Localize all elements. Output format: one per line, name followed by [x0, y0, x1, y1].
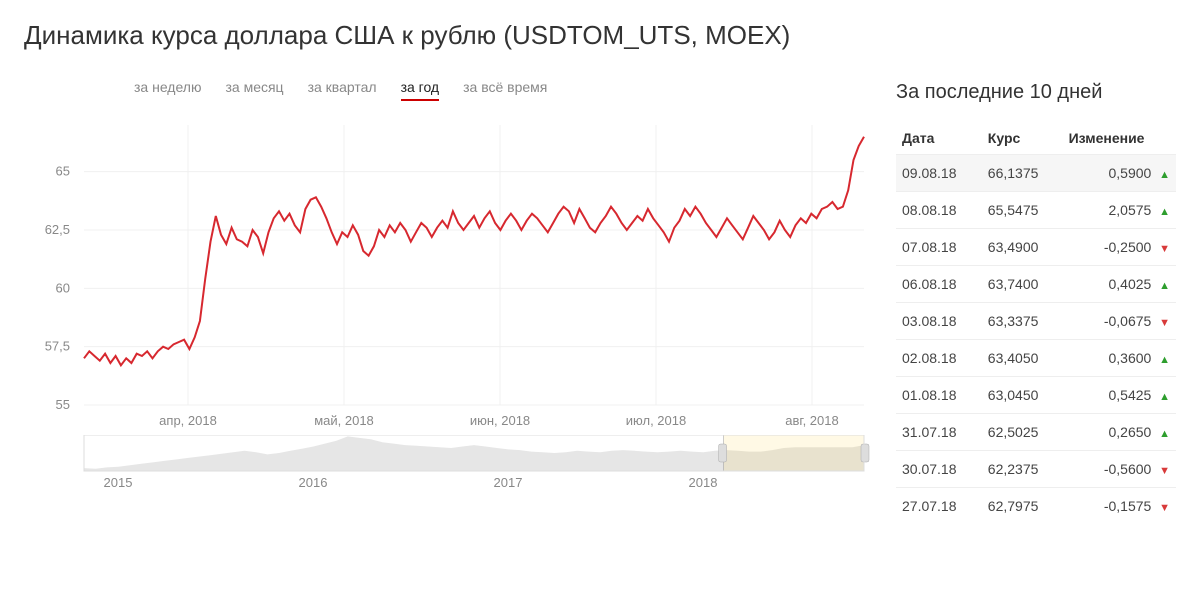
- recent-row[interactable]: 09.08.1866,13750,5900 ▲: [896, 155, 1176, 192]
- arrow-up-icon: ▲: [1159, 391, 1170, 403]
- recent-date: 01.08.18: [896, 377, 982, 414]
- range-tab[interactable]: за год: [401, 79, 440, 101]
- svg-text:57,5: 57,5: [45, 339, 70, 354]
- recent-date: 07.08.18: [896, 229, 982, 266]
- recent-change: -0,5600 ▼: [1063, 451, 1176, 488]
- recent-change: 0,5425 ▲: [1063, 377, 1176, 414]
- recent-col-header: Дата: [896, 122, 982, 155]
- recent-col-header: Курс: [982, 122, 1063, 155]
- brush-selection[interactable]: [724, 435, 864, 471]
- svg-text:60: 60: [56, 280, 70, 295]
- range-tab[interactable]: за всё время: [463, 79, 547, 101]
- recent-rate: 63,3375: [982, 303, 1063, 340]
- recent-rate: 65,5475: [982, 192, 1063, 229]
- svg-text:2016: 2016: [299, 475, 328, 489]
- recent-date: 02.08.18: [896, 340, 982, 377]
- recent-rate: 62,5025: [982, 414, 1063, 451]
- recent-row[interactable]: 27.07.1862,7975-0,1575 ▼: [896, 488, 1176, 525]
- recent-row[interactable]: 01.08.1863,04500,5425 ▲: [896, 377, 1176, 414]
- arrow-up-icon: ▲: [1159, 280, 1170, 292]
- recent-rate: 62,2375: [982, 451, 1063, 488]
- arrow-up-icon: ▲: [1159, 354, 1170, 366]
- recent-rate: 66,1375: [982, 155, 1063, 192]
- recent-change: 0,3600 ▲: [1063, 340, 1176, 377]
- arrow-down-icon: ▼: [1159, 317, 1170, 329]
- recent-change: -0,1575 ▼: [1063, 488, 1176, 525]
- brush-handle-right[interactable]: [861, 444, 869, 462]
- recent-date: 31.07.18: [896, 414, 982, 451]
- recent-col-header: Изменение: [1063, 122, 1176, 155]
- svg-text:июн, 2018: июн, 2018: [470, 413, 530, 428]
- recent-date: 08.08.18: [896, 192, 982, 229]
- recent-date: 03.08.18: [896, 303, 982, 340]
- recent-date: 30.07.18: [896, 451, 982, 488]
- arrow-down-icon: ▼: [1159, 243, 1170, 255]
- svg-text:62,5: 62,5: [45, 222, 70, 237]
- chart-panel: за неделю за месяц за квартал за год за всё …: [24, 79, 874, 524]
- svg-text:апр, 2018: апр, 2018: [159, 413, 217, 428]
- recent-rate: 63,7400: [982, 266, 1063, 303]
- svg-text:2017: 2017: [494, 475, 523, 489]
- brush-handle-left[interactable]: [719, 444, 727, 462]
- arrow-down-icon: ▼: [1159, 502, 1170, 514]
- recent-row[interactable]: 02.08.1863,40500,3600 ▲: [896, 340, 1176, 377]
- svg-text:2018: 2018: [689, 475, 718, 489]
- recent-change: 2,0575 ▲: [1063, 192, 1176, 229]
- recent-rate: 63,0450: [982, 377, 1063, 414]
- recent-date: 09.08.18: [896, 155, 982, 192]
- svg-text:2015: 2015: [104, 475, 133, 489]
- recent-change: 0,4025 ▲: [1063, 266, 1176, 303]
- recent-row[interactable]: 08.08.1865,54752,0575 ▲: [896, 192, 1176, 229]
- arrow-down-icon: ▼: [1159, 465, 1170, 477]
- recent-row[interactable]: 03.08.1863,3375-0,0675 ▼: [896, 303, 1176, 340]
- svg-text:55: 55: [56, 397, 70, 412]
- recent-table: ДатаКурсИзменение 09.08.1866,13750,5900 …: [896, 122, 1176, 524]
- arrow-up-icon: ▲: [1159, 206, 1170, 218]
- recent-change: -0,2500 ▼: [1063, 229, 1176, 266]
- recent-panel: За последние 10 дней ДатаКурсИзменение 0…: [896, 79, 1176, 524]
- recent-date: 27.07.18: [896, 488, 982, 525]
- svg-text:авг, 2018: авг, 2018: [785, 413, 838, 428]
- arrow-up-icon: ▲: [1159, 428, 1170, 440]
- recent-row[interactable]: 06.08.1863,74000,4025 ▲: [896, 266, 1176, 303]
- page-title: Динамика курса доллара США к рублю (USDT…: [24, 20, 1176, 51]
- recent-date: 06.08.18: [896, 266, 982, 303]
- svg-text:июл, 2018: июл, 2018: [626, 413, 686, 428]
- brush-chart[interactable]: 2015 2016 2017 2018: [24, 435, 874, 489]
- recent-row[interactable]: 31.07.1862,50250,2650 ▲: [896, 414, 1176, 451]
- range-tab[interactable]: за месяц: [225, 79, 283, 101]
- range-tab[interactable]: за квартал: [308, 79, 377, 101]
- svg-text:май, 2018: май, 2018: [314, 413, 374, 428]
- recent-row[interactable]: 30.07.1862,2375-0,5600 ▼: [896, 451, 1176, 488]
- range-tabs: за неделю за месяц за квартал за год за всё …: [134, 79, 874, 101]
- arrow-up-icon: ▲: [1159, 169, 1170, 181]
- recent-rate: 63,4900: [982, 229, 1063, 266]
- main-chart: 55 57,5 60 62,5 65 апр, 2018 май, 2018 июн, 201…: [24, 115, 874, 435]
- price-line: [84, 137, 864, 366]
- recent-row[interactable]: 07.08.1863,4900-0,2500 ▼: [896, 229, 1176, 266]
- recent-change: -0,0675 ▼: [1063, 303, 1176, 340]
- recent-rate: 63,4050: [982, 340, 1063, 377]
- range-tab[interactable]: за неделю: [134, 79, 201, 101]
- svg-text:65: 65: [56, 164, 70, 179]
- recent-change: 0,2650 ▲: [1063, 414, 1176, 451]
- recent-change: 0,5900 ▲: [1063, 155, 1176, 192]
- recent-title: За последние 10 дней: [896, 81, 1176, 104]
- recent-rate: 62,7975: [982, 488, 1063, 525]
